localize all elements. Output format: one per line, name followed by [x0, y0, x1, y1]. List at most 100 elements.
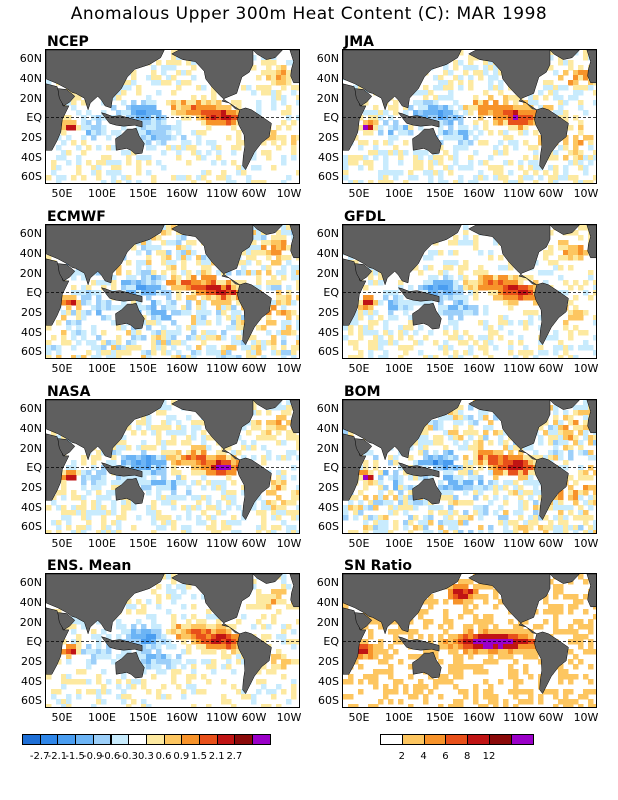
landmass: [549, 574, 580, 584]
colorbar-swatch: [181, 734, 200, 745]
lon-tick-label: 160W: [166, 537, 198, 550]
lat-tick-label: 20N: [19, 92, 42, 105]
colorbar-swatch: [216, 734, 236, 745]
lon-tick-label: 50E: [51, 537, 73, 550]
lon-tick-label: 10W: [276, 187, 302, 200]
lat-tick-label: 40S: [318, 151, 339, 164]
landmass: [468, 400, 551, 461]
lon-tick-label: 100E: [385, 711, 413, 724]
landmass: [549, 50, 580, 60]
lat-tick-label: 40S: [21, 501, 42, 514]
heat-content-field: [343, 400, 596, 533]
heat-content-field: [46, 50, 299, 183]
lat-tick-label: 20N: [316, 442, 339, 455]
lat-tick-label: 60S: [21, 345, 42, 358]
lon-tick-label: 150E: [129, 187, 157, 200]
lon-tick-label: 10W: [573, 187, 599, 200]
landmass: [252, 50, 283, 60]
lon-tick-label: 150E: [426, 537, 454, 550]
lon-tick-label: 160W: [166, 362, 198, 375]
lat-tick-label: 40S: [21, 675, 42, 688]
colorbar-swatch: [57, 734, 77, 745]
landmass: [468, 50, 551, 111]
lon-tick-label: 10W: [573, 711, 599, 724]
lon-tick-label: 150E: [129, 362, 157, 375]
lat-tick-label: 60N: [19, 227, 42, 240]
colorbar-swatch: [423, 734, 447, 745]
lon-tick-label: 110W: [206, 711, 238, 724]
colorbar-label: 2.7: [226, 751, 243, 762]
landmass: [397, 112, 440, 128]
lat-tick-label: EQ: [26, 111, 42, 124]
lat-tick-label: 60N: [316, 52, 339, 65]
landmass: [100, 112, 143, 128]
landmass: [57, 438, 76, 457]
map-panel-ecmwf: ECMWF 60N 40N 20N EQ 20S 40S 60S 50E 100E 150E 160W…: [20, 209, 345, 381]
panel-label: JMA: [344, 34, 374, 50]
heat-content-field: [343, 574, 596, 707]
heat-content-field: [343, 50, 596, 183]
landmass: [252, 574, 283, 584]
lat-tick-label: 60N: [19, 52, 42, 65]
lat-tick-label: 40N: [316, 72, 339, 85]
lon-tick-label: 150E: [426, 711, 454, 724]
lon-tick-label: 160W: [463, 711, 495, 724]
lon-tick-label: 160W: [463, 537, 495, 550]
lon-tick-label: 10W: [276, 711, 302, 724]
colorbar-swatch: [92, 734, 112, 745]
colorbar-swatch: [234, 734, 254, 745]
landmass: [586, 225, 596, 259]
ocean-map: [45, 573, 300, 708]
lon-tick-label: 60W: [241, 362, 267, 375]
lat-tick-label: 40N: [316, 422, 339, 435]
lat-tick-label: EQ: [323, 111, 339, 124]
landmass: [412, 127, 442, 155]
lat-tick-label: 20S: [21, 306, 42, 319]
landmass: [397, 636, 440, 652]
lon-tick-label: 160W: [166, 711, 198, 724]
lon-tick-label: 100E: [88, 537, 116, 550]
colorbar-label: 6: [442, 751, 449, 762]
landmass: [354, 263, 373, 282]
lon-tick-label: 160W: [166, 187, 198, 200]
landmass: [115, 127, 145, 155]
lon-tick-label: 100E: [88, 187, 116, 200]
ocean-map: [45, 399, 300, 534]
lat-tick-label: EQ: [323, 286, 339, 299]
landmass: [549, 225, 580, 235]
landmass: [343, 574, 462, 635]
colorbar-label: -2.7: [29, 751, 50, 762]
lat-tick-label: EQ: [323, 461, 339, 474]
lon-tick-label: 150E: [426, 362, 454, 375]
colorbar-swatch: [445, 734, 469, 745]
panel-label: BOM: [344, 384, 381, 400]
landmass: [252, 225, 283, 235]
lat-tick-label: 60S: [318, 694, 339, 707]
lon-tick-label: 60W: [538, 537, 564, 550]
colorbar-label: 2: [398, 751, 405, 762]
lat-tick-label: EQ: [26, 635, 42, 648]
colorbar-swatch: [128, 734, 147, 745]
landmass: [46, 50, 165, 111]
ocean-map: [45, 224, 300, 359]
lon-tick-label: 110W: [503, 362, 535, 375]
landmass: [468, 225, 551, 286]
lat-tick-label: 60N: [316, 227, 339, 240]
lat-tick-label: 20S: [21, 655, 42, 668]
lat-tick-label: 40N: [19, 72, 42, 85]
colorbar-swatch: [22, 734, 41, 745]
lon-tick-label: 50E: [348, 187, 370, 200]
lon-tick-label: 110W: [206, 537, 238, 550]
colorbar-label: 0.6: [155, 751, 172, 762]
landmass: [57, 88, 76, 107]
lon-tick-label: 50E: [348, 537, 370, 550]
heat-content-field: [46, 400, 299, 533]
lat-tick-label: 60N: [19, 402, 42, 415]
lat-tick-label: 20N: [19, 616, 42, 629]
landmass: [289, 400, 299, 434]
colorbar-swatch: [510, 734, 534, 745]
lat-tick-label: 40N: [316, 596, 339, 609]
lat-tick-label: 60S: [318, 170, 339, 183]
lat-tick-label: 20S: [318, 481, 339, 494]
colorbar-swatch: [75, 734, 94, 745]
